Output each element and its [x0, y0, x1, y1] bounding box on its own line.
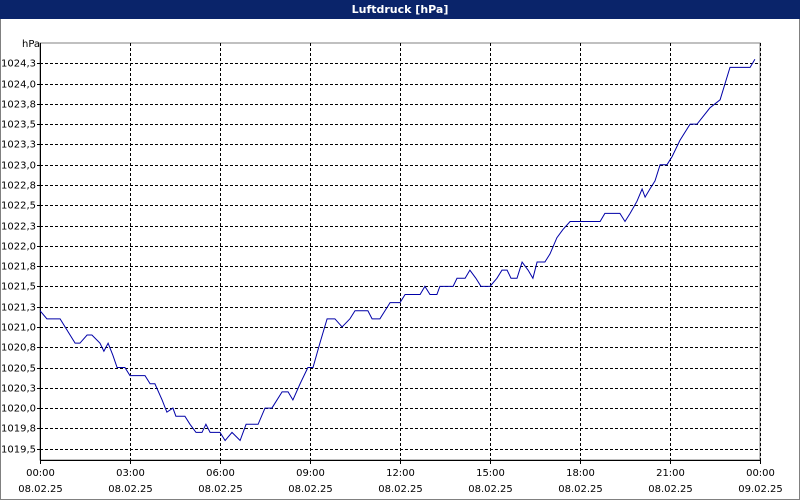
y-axis-unit: hPa — [22, 39, 40, 50]
y-tick-label: 1021,3 — [1, 303, 36, 314]
y-tick-label: 1023,3 — [1, 140, 36, 151]
y-tick-label: 1021,5 — [1, 282, 36, 293]
y-tick-label: 1019,8 — [1, 424, 36, 435]
x-tick-date: 08.02.25 — [378, 484, 423, 495]
x-tick-date: 08.02.25 — [558, 484, 603, 495]
y-tick-label: 1019,5 — [1, 445, 36, 456]
chart-title: Luftdruck [hPa] — [352, 3, 449, 16]
y-tick-label: 1020,5 — [1, 364, 36, 375]
x-tick-date: 08.02.25 — [288, 484, 333, 495]
y-tick-label: 1024,3 — [1, 59, 36, 70]
y-tick-label: 1022,3 — [1, 222, 36, 233]
x-tick-date: 09.02.25 — [738, 484, 783, 495]
y-tick-label: 1021,0 — [1, 323, 36, 334]
x-tick-label: 12:00 — [386, 468, 415, 479]
x-tick-date: 08.02.25 — [468, 484, 513, 495]
y-tick-label: 1020,0 — [1, 404, 36, 415]
title-bar — [0, 0, 800, 19]
data-line — [39, 58, 756, 442]
x-tick-label: 15:00 — [476, 468, 505, 479]
y-tick-label: 1020,3 — [1, 384, 36, 395]
x-tick-date: 08.02.25 — [108, 484, 153, 495]
x-tick-label: 00:00 — [746, 468, 775, 479]
y-tick-label: 1024,0 — [1, 80, 36, 91]
x-tick-date: 08.02.25 — [198, 484, 243, 495]
x-tick-label: 03:00 — [116, 468, 145, 479]
x-tick-label: 06:00 — [206, 468, 235, 479]
y-tick-label: 1020,8 — [1, 343, 36, 354]
x-tick-label: 09:00 — [296, 468, 325, 479]
x-tick-label: 00:00 — [26, 468, 55, 479]
y-tick-label: 1022,0 — [1, 242, 36, 253]
x-tick-label: 18:00 — [566, 468, 595, 479]
y-tick-label: 1023,5 — [1, 120, 36, 131]
y-tick-label: 1023,8 — [1, 100, 36, 111]
y-tick-label: 1023,0 — [1, 161, 36, 172]
y-tick-label: 1022,8 — [1, 181, 36, 192]
y-tick-label: 1022,5 — [1, 201, 36, 212]
x-tick-date: 08.02.25 — [18, 484, 63, 495]
y-tick-label: 1021,8 — [1, 262, 36, 273]
x-tick-date: 08.02.25 — [648, 484, 693, 495]
x-tick-label: 21:00 — [656, 468, 685, 479]
